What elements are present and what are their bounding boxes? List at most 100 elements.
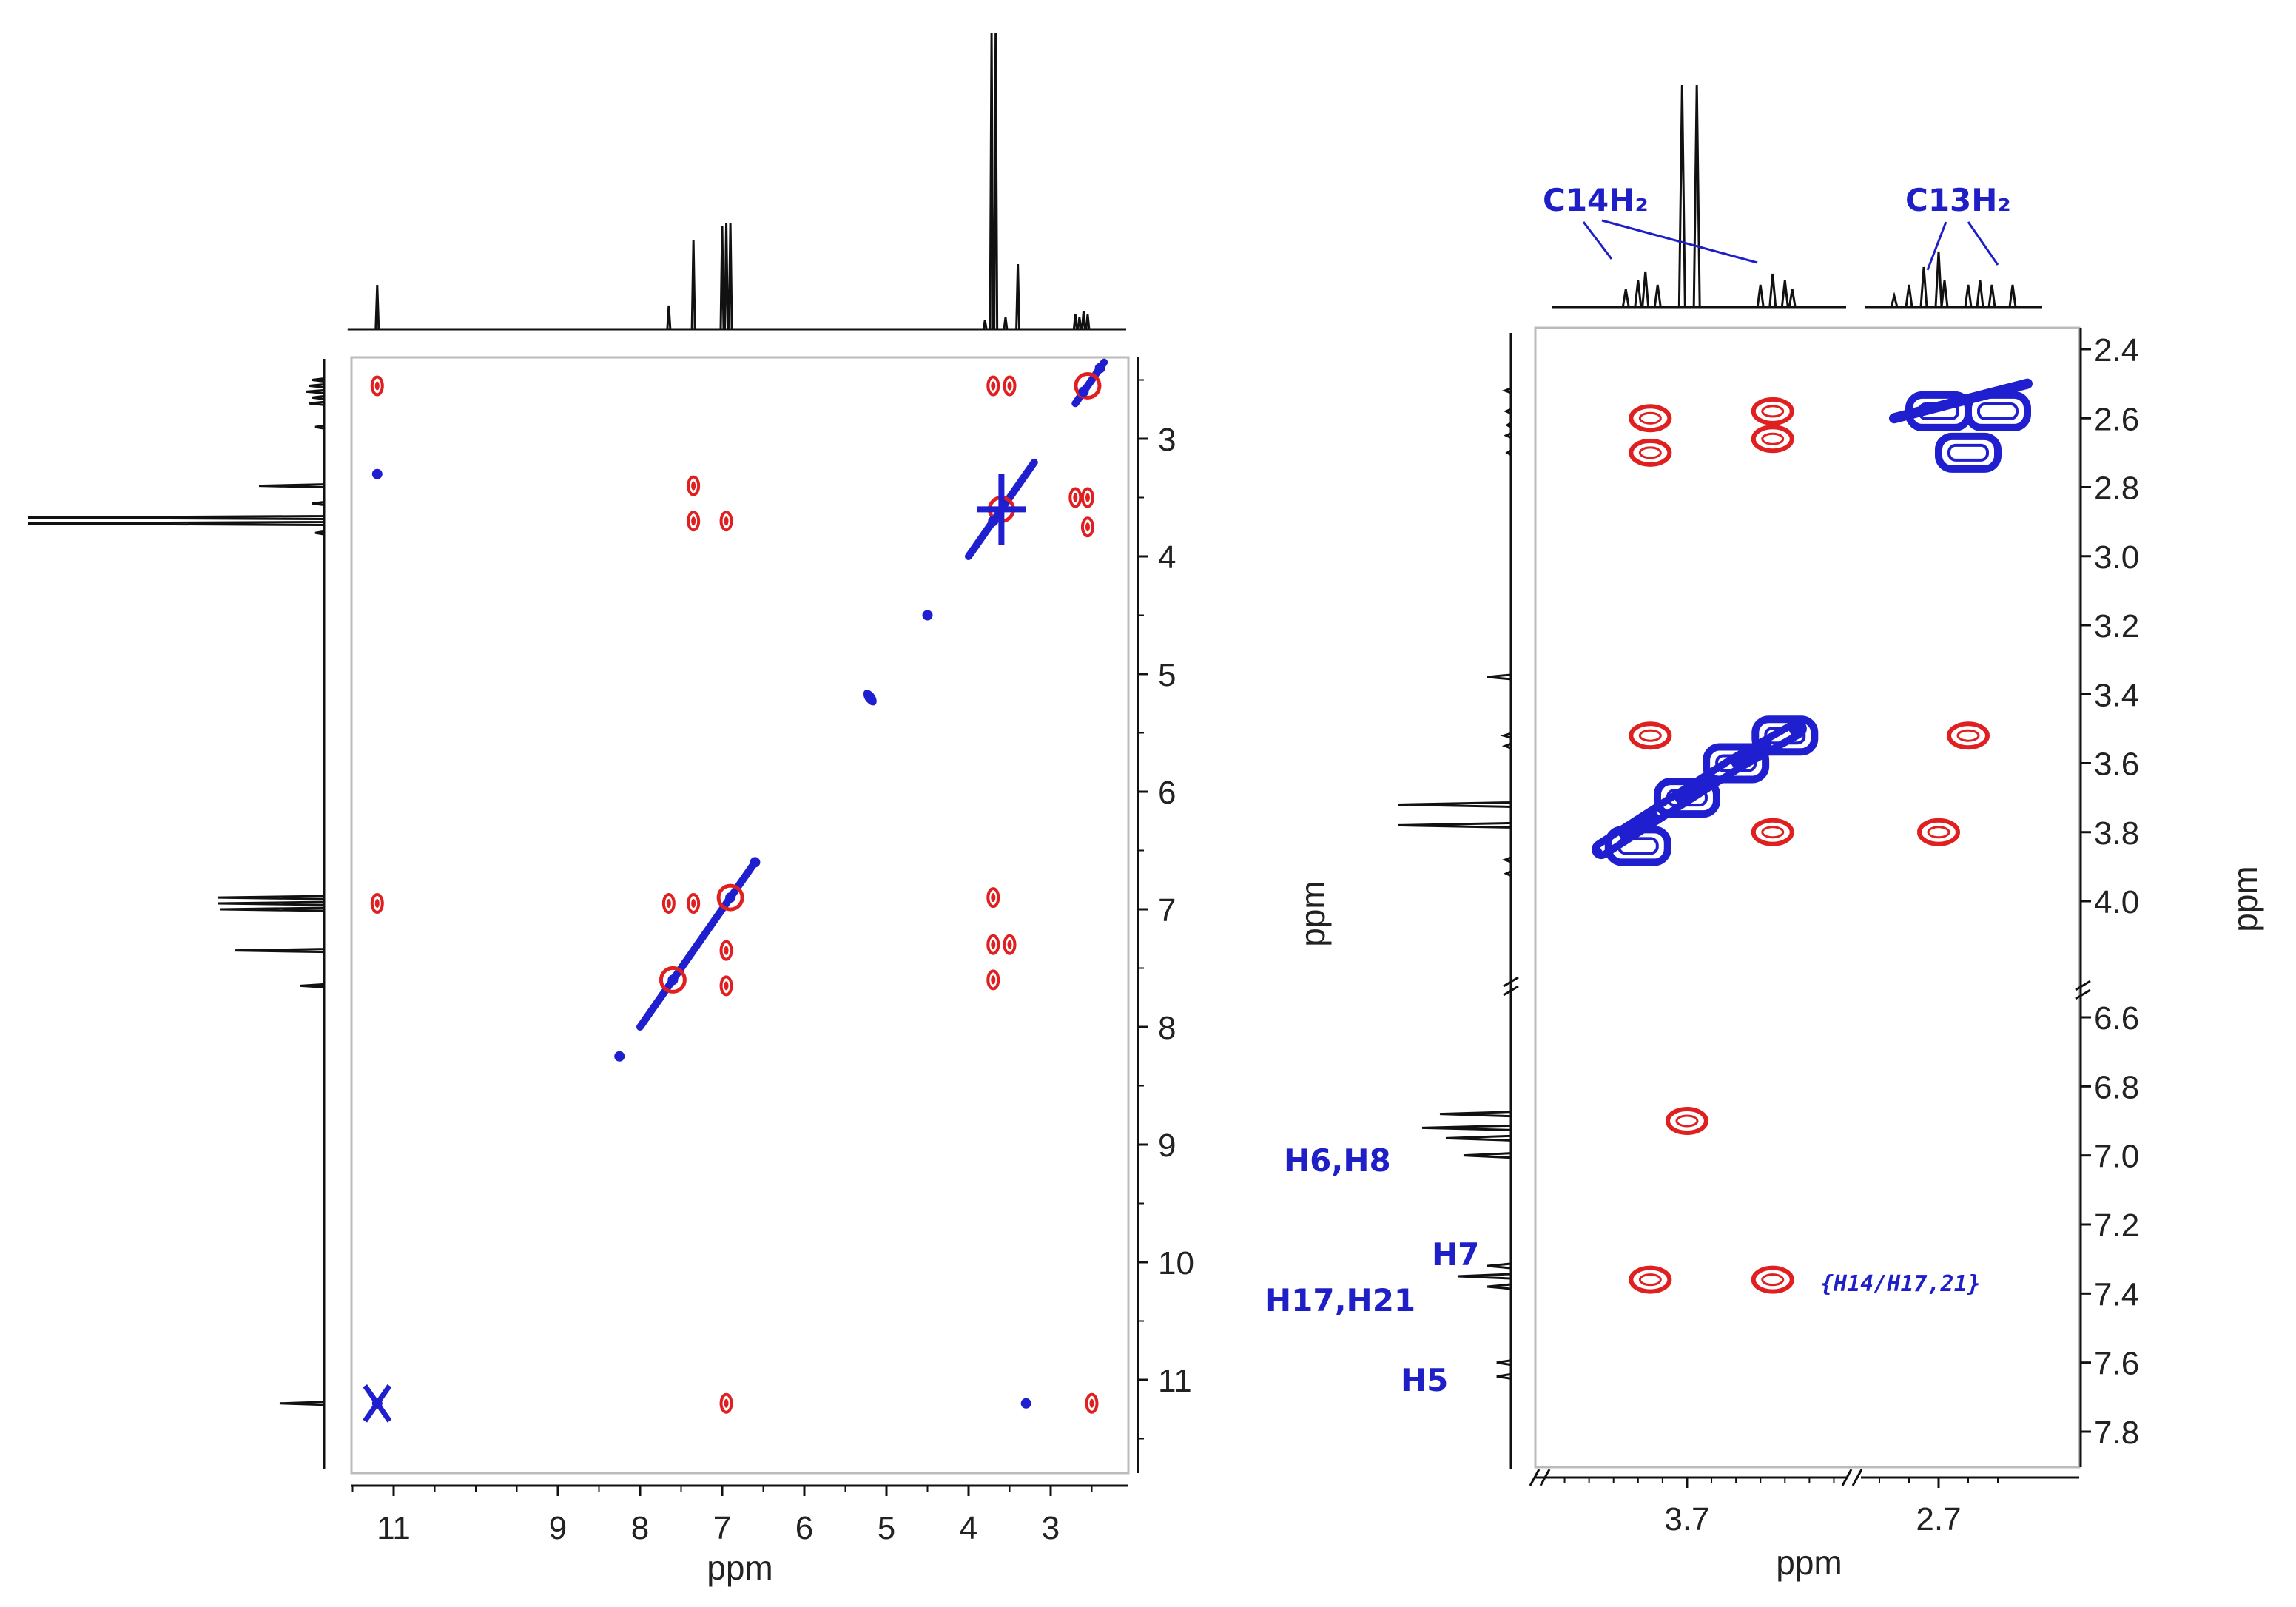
left-positive-crosspeak bbox=[986, 375, 1000, 397]
left-y-tick-label: 6 bbox=[1158, 775, 1176, 811]
right-y-tick-label: 7.4 bbox=[2094, 1276, 2139, 1313]
left-positive-crosspeak bbox=[687, 511, 701, 532]
annotation-h6-h8: H6,H8 bbox=[1284, 1142, 1391, 1179]
left-positive-crosspeak bbox=[1003, 375, 1017, 397]
left-positive-crosspeak bbox=[1080, 516, 1094, 538]
right-y-axis-title-outer: ppm bbox=[2226, 866, 2264, 931]
right-x-tick-label: 3.7 bbox=[1664, 1501, 1709, 1537]
left-positive-crosspeak bbox=[661, 893, 676, 914]
left-negative-crosspeak bbox=[1020, 1398, 1031, 1409]
left-positive-crosspeak bbox=[986, 887, 1000, 909]
left-x-tick-label: 9 bbox=[549, 1510, 567, 1546]
right-positive-crosspeak bbox=[1629, 1265, 1672, 1294]
right-x-tick-label: 2.7 bbox=[1916, 1501, 1961, 1537]
right-negative-crosspeaks bbox=[1604, 378, 2033, 866]
left-y-tick-label: 9 bbox=[1158, 1128, 1176, 1164]
left-positive-crosspeak bbox=[719, 975, 733, 997]
left-diagonal-peak bbox=[614, 1051, 625, 1062]
left-diagonal-peak bbox=[922, 610, 933, 621]
left-positive-crosspeak bbox=[1068, 487, 1083, 508]
annotation-h7: H7 bbox=[1432, 1236, 1479, 1273]
left-positive-crosspeak bbox=[986, 934, 1000, 955]
annotation-c13h2-pointer-1 bbox=[1926, 221, 1947, 271]
annotation-c13h2-pointer-2 bbox=[1967, 221, 1999, 266]
left-diagonal-multiplet bbox=[716, 883, 744, 912]
left-diagonal-peak bbox=[750, 857, 761, 868]
right-side-1d-spectrum bbox=[1398, 387, 1512, 1380]
left-positive-crosspeak bbox=[1080, 487, 1094, 508]
left-positive-crosspeak bbox=[687, 893, 701, 914]
annotation-h5: H5 bbox=[1401, 1362, 1448, 1398]
right-positive-crosspeak bbox=[1629, 721, 1672, 750]
left-y-tick-label: 11 bbox=[1158, 1363, 1192, 1399]
right-positive-crosspeak bbox=[1917, 818, 1960, 846]
right-y-axis-title-inner: ppm bbox=[1293, 880, 1332, 946]
right-positive-crosspeak bbox=[1947, 721, 1990, 750]
left-diagonal-cross bbox=[977, 474, 1026, 545]
left-positive-crosspeak bbox=[986, 969, 1000, 991]
right-x-axis-title: ppm bbox=[1776, 1543, 1842, 1582]
left-positive-crosspeak bbox=[687, 475, 701, 496]
left-x-tick-label: 7 bbox=[713, 1510, 731, 1546]
left-positive-crosspeak bbox=[719, 1392, 733, 1414]
right-y-tick-label: 3.6 bbox=[2094, 747, 2139, 783]
right-y-tick-label: 3.4 bbox=[2094, 677, 2139, 713]
right-y-tick-label: 4.0 bbox=[2094, 884, 2139, 920]
left-x-ticks: 11 9 8 7 6 5 4 3 bbox=[351, 1486, 1093, 1546]
right-negative-crosspeak bbox=[1703, 743, 1770, 784]
left-x-tick-label: 6 bbox=[795, 1510, 813, 1546]
left-diagonal-peak bbox=[988, 516, 999, 527]
left-y-tick-label: 5 bbox=[1158, 657, 1176, 693]
right-positive-crosspeak bbox=[1751, 425, 1794, 454]
right-y-tick-label: 6.8 bbox=[2094, 1069, 2139, 1105]
annotation-c14h2-pointer-1 bbox=[1582, 221, 1613, 260]
right-y-tick-label: 2.4 bbox=[2094, 332, 2139, 368]
right-positive-crosspeak bbox=[1751, 397, 1794, 425]
right-y-tick-label: 2.6 bbox=[2094, 401, 2139, 437]
right-top-1d-spectrum bbox=[1552, 84, 2042, 309]
right-y-tick-label: 3.0 bbox=[2094, 539, 2139, 576]
left-x-tick-label: 5 bbox=[878, 1510, 895, 1546]
right-positive-crosspeaks bbox=[1629, 397, 1990, 1294]
left-x-axis-title: ppm bbox=[707, 1549, 772, 1587]
left-diagonal-peak bbox=[863, 690, 877, 706]
left-positive-crosspeaks bbox=[370, 371, 1102, 1414]
right-negative-crosspeak bbox=[1653, 778, 1720, 818]
annotation-c14h2: C14H₂ bbox=[1543, 182, 1649, 218]
right-y-tick-label: 7.0 bbox=[2094, 1139, 2139, 1175]
left-side-1d-spectrum bbox=[27, 377, 326, 1406]
left-x-tick-label: 8 bbox=[631, 1510, 649, 1546]
left-negative-crosspeaks bbox=[363, 363, 1105, 1423]
right-positive-crosspeak bbox=[1751, 818, 1794, 846]
left-y-tick-label: 4 bbox=[1158, 539, 1176, 576]
left-corner-peak bbox=[363, 1384, 392, 1423]
left-diagonal-peak bbox=[1078, 386, 1089, 397]
right-negative-crosspeak bbox=[1751, 715, 1819, 756]
left-positive-crosspeak bbox=[719, 940, 733, 961]
right-y-tick-label: 6.6 bbox=[2094, 1000, 2139, 1037]
right-positive-crosspeak bbox=[1629, 404, 1672, 433]
right-negative-crosspeak bbox=[1604, 826, 1671, 866]
left-diagonal-peak bbox=[1094, 363, 1105, 374]
right-y-tick-label: 3.2 bbox=[2094, 608, 2139, 644]
right-y-tick-label: 7.6 bbox=[2094, 1346, 2139, 1382]
right-x-ticks: 3.7 2.7 bbox=[1563, 1478, 1999, 1537]
left-x-tick-label: 4 bbox=[960, 1510, 977, 1546]
left-positive-crosspeak bbox=[370, 893, 384, 914]
left-diagonal-peak bbox=[725, 892, 736, 903]
left-positive-crosspeak bbox=[1003, 934, 1017, 955]
right-y-tick-label: 7.2 bbox=[2094, 1207, 2139, 1244]
left-x-tick-label: 11 bbox=[377, 1510, 411, 1546]
left-diagonal-multiplet bbox=[659, 966, 687, 994]
left-2d-spectrum: 11 9 8 7 6 5 4 3 3 4 5 6 7 8 9 10 11 ppm bbox=[27, 33, 1194, 1587]
annotation-h14-h17-21: {H14/H17,21} bbox=[1820, 1271, 1981, 1297]
right-2d-spectrum-expanded: 3.7 2.7 2.4 2.6 2.8 3.0 3.2 3.4 3.6 3.8 4.0 6.6 6.8… bbox=[1265, 84, 2264, 1582]
annotation-h17-h21: H17,H21 bbox=[1265, 1282, 1415, 1318]
annotation-c14h2-pointer-2 bbox=[1601, 219, 1758, 264]
left-diagonal-multiplet bbox=[1074, 371, 1102, 400]
right-negative-ridge bbox=[1889, 378, 2033, 424]
left-y-tick-label: 8 bbox=[1158, 1010, 1176, 1046]
right-y-tick-label: 7.8 bbox=[2094, 1415, 2139, 1451]
right-y-ticks: 2.4 2.6 2.8 3.0 3.2 3.4 3.6 3.8 4.0 6.6 6.8 7.0 7.2 7… bbox=[2081, 332, 2139, 1451]
